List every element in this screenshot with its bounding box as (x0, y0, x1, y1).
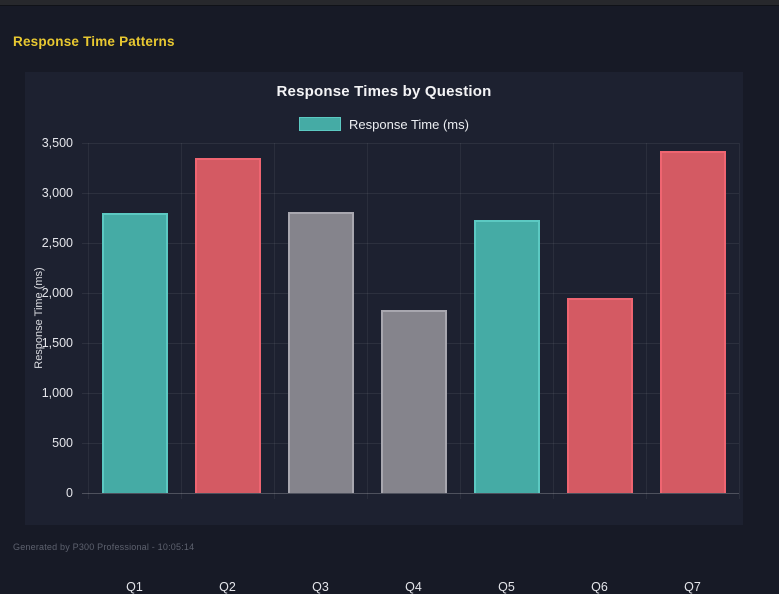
y-axis-title: Response Time (ms) (33, 267, 45, 369)
gridline-h (82, 493, 739, 494)
bar-q3 (287, 212, 354, 493)
chart-legend: Response Time (ms) (25, 116, 743, 132)
gridline-h (82, 143, 739, 144)
bar-q7 (659, 151, 726, 493)
x-axis-tick-label: Q4 (405, 580, 422, 594)
gridline-v (739, 143, 740, 499)
gridline-v (274, 143, 275, 499)
gridline-v (646, 143, 647, 499)
y-axis-tick-label: 1,500 (41, 336, 73, 350)
x-axis-tick-label: Q1 (126, 580, 143, 594)
legend-item-response-time[interactable]: Response Time (ms) (299, 117, 469, 132)
window-top-strip (0, 0, 779, 6)
y-axis-tick-label: 2,000 (41, 286, 73, 300)
chart-panel: Response Times by Question Response Time… (25, 72, 743, 594)
x-axis-tick-label: Q5 (498, 580, 515, 594)
page-title: Response Time Patterns (13, 34, 175, 49)
legend-label: Response Time (ms) (349, 116, 469, 132)
footer-generated-note: Generated by P300 Professional - 10:05:1… (13, 542, 195, 552)
gridline-v (460, 143, 461, 499)
y-axis-tick-label: 3,500 (41, 136, 73, 150)
y-axis-tick-label: 2,500 (41, 236, 73, 250)
bar-q1 (101, 213, 168, 493)
chart-title: Response Times by Question (276, 83, 492, 100)
gridline-v (553, 143, 554, 499)
gridline-v (88, 143, 89, 499)
gridline-v (181, 143, 182, 499)
x-axis-tick-label: Q7 (684, 580, 701, 594)
legend-swatch-icon (299, 117, 342, 131)
plot-area: 3,500 3,000 2,500 2,000 1,500 1,000 500 0 Q1 Q2 Q3… (42, 137, 740, 594)
gridline-h (82, 193, 739, 194)
bar-q5 (473, 220, 540, 493)
y-axis-tick-label: 1,000 (41, 386, 73, 400)
x-axis-tick-label: Q2 (219, 580, 236, 594)
bar-q6 (566, 298, 633, 493)
x-axis-tick-label: Q6 (591, 580, 608, 594)
bar-q2 (194, 158, 261, 493)
y-axis-tick-label: 0 (66, 486, 73, 500)
gridline-h (82, 293, 739, 294)
y-axis-tick-label: 500 (52, 436, 73, 450)
bar-q4 (380, 310, 447, 493)
gridline-h (82, 243, 739, 244)
gridline-v (367, 143, 368, 499)
x-axis-tick-label: Q3 (312, 580, 329, 594)
y-axis-tick-label: 3,000 (41, 186, 73, 200)
